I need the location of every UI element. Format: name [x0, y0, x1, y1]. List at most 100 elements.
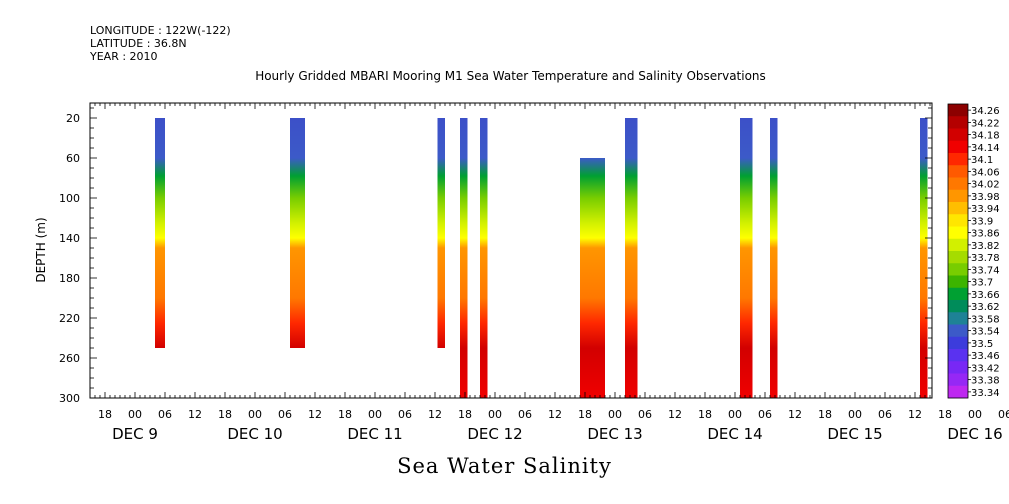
- colorbar-swatch: [948, 300, 968, 313]
- colorbar-label: 34.18: [971, 131, 1000, 142]
- chart-title: Hourly Gridded MBARI Mooring M1 Sea Wate…: [255, 69, 766, 83]
- data-column: [625, 118, 638, 398]
- colorbar-swatch: [948, 373, 968, 387]
- x-tick-label: 18: [218, 408, 232, 421]
- colorbar-label: 33.82: [971, 241, 1000, 252]
- data-column: [920, 118, 928, 398]
- y-tick-label: 140: [59, 232, 80, 245]
- colorbar-label: 33.66: [971, 290, 1000, 301]
- data-column: [437, 118, 445, 348]
- colorbar-swatch: [948, 189, 968, 203]
- y-axis-label: DEPTH (m): [34, 217, 48, 282]
- x-tick-label: 00: [128, 408, 142, 421]
- x-tick-label: 18: [818, 408, 832, 421]
- x-day-label: DEC 16: [947, 425, 1002, 443]
- colorbar-label: 33.7: [971, 278, 993, 289]
- colorbar-label: 33.42: [971, 363, 1000, 374]
- colorbar-label: 33.5: [971, 339, 993, 350]
- x-tick-label: 00: [848, 408, 862, 421]
- x-tick-label: 06: [758, 408, 772, 421]
- x-axis-label: Sea Water Salinity: [397, 454, 612, 478]
- x-tick-label: 18: [938, 408, 952, 421]
- colorbar-swatch: [948, 104, 968, 117]
- x-tick-label: 18: [578, 408, 592, 421]
- colorbar-label: 33.58: [971, 314, 1000, 325]
- y-tick-label: 300: [59, 392, 80, 405]
- colorbar-label: 33.98: [971, 192, 1000, 203]
- colorbar-label: 34.02: [971, 180, 1000, 191]
- colorbar-swatch: [948, 214, 968, 227]
- colorbar-swatch: [948, 385, 968, 399]
- x-tick-label: 00: [488, 408, 502, 421]
- colorbar-label: 34.14: [971, 143, 1000, 154]
- colorbar-swatch: [948, 324, 968, 338]
- x-tick-label: 06: [518, 408, 532, 421]
- x-day-label: DEC 14: [707, 425, 762, 443]
- colorbar-swatch: [948, 226, 968, 240]
- colorbar-frame: [947, 103, 969, 399]
- x-tick-label: 06: [998, 408, 1009, 421]
- x-tick-label: 18: [98, 408, 112, 421]
- data-column: [460, 118, 468, 398]
- x-tick-label: 18: [698, 408, 712, 421]
- longitude-label: LONGITUDE : 122W(-122): [90, 24, 231, 37]
- colorbar-label: 33.78: [971, 253, 1000, 264]
- x-tick-label: 06: [878, 408, 892, 421]
- colorbar-label: 34.22: [971, 118, 1000, 129]
- colorbar-swatch: [948, 116, 968, 129]
- x-tick-label: 12: [548, 408, 562, 421]
- plot-frame: [89, 102, 933, 399]
- x-tick-label: 12: [908, 408, 922, 421]
- colorbar-label: 33.46: [971, 351, 1000, 362]
- x-tick-label: 00: [608, 408, 622, 421]
- x-tick-label: 00: [248, 408, 262, 421]
- x-tick-label: 18: [458, 408, 472, 421]
- x-day-label: DEC 10: [227, 425, 282, 443]
- colorbar-swatch: [948, 361, 968, 374]
- colorbar: 34.2634.2234.1834.1434.134.0634.0233.983…: [947, 103, 1000, 399]
- colorbar-label: 33.54: [971, 327, 1000, 338]
- plot-area: [155, 118, 928, 398]
- colorbar-swatch: [948, 349, 968, 362]
- data-column: [770, 118, 778, 398]
- x-tick-label: 12: [428, 408, 442, 421]
- colorbar-swatch: [948, 263, 968, 276]
- x-tick-label: 06: [638, 408, 652, 421]
- y-tick-label: 20: [66, 112, 80, 125]
- colorbar-swatch: [948, 312, 968, 325]
- colorbar-label: 34.06: [971, 167, 1000, 178]
- colorbar-label: 33.74: [971, 265, 1000, 276]
- y-tick-label: 260: [59, 352, 80, 365]
- colorbar-label: 33.62: [971, 302, 1000, 313]
- x-tick-label: 06: [278, 408, 292, 421]
- x-day-label: DEC 11: [347, 425, 402, 443]
- x-tick-label: 06: [398, 408, 412, 421]
- colorbar-swatch: [948, 153, 968, 166]
- data-column: [740, 118, 753, 398]
- y-tick-label: 60: [66, 152, 80, 165]
- x-tick-label: 00: [728, 408, 742, 421]
- y-tick-label: 100: [59, 192, 80, 205]
- y-tick-label: 220: [59, 312, 80, 325]
- year-label: YEAR : 2010: [90, 50, 158, 63]
- colorbar-label: 33.9: [971, 216, 993, 227]
- x-tick-label: 12: [668, 408, 682, 421]
- colorbar-swatch: [948, 336, 968, 350]
- colorbar-label: 33.94: [971, 204, 1000, 215]
- colorbar-label: 34.26: [971, 106, 1000, 117]
- colorbar-swatch: [948, 287, 968, 301]
- colorbar-swatch: [948, 128, 968, 142]
- latitude-label: LATITUDE : 36.8N: [90, 37, 187, 50]
- data-column: [480, 118, 488, 398]
- colorbar-swatch: [948, 275, 968, 289]
- data-column: [290, 118, 305, 348]
- colorbar-swatch: [948, 140, 968, 154]
- x-tick-label: 12: [788, 408, 802, 421]
- x-day-label: DEC 12: [467, 425, 522, 443]
- x-tick-label: 12: [188, 408, 202, 421]
- colorbar-swatch: [948, 177, 968, 191]
- x-day-label: DEC 15: [827, 425, 882, 443]
- colorbar-swatch: [948, 202, 968, 215]
- y-tick-label: 180: [59, 272, 80, 285]
